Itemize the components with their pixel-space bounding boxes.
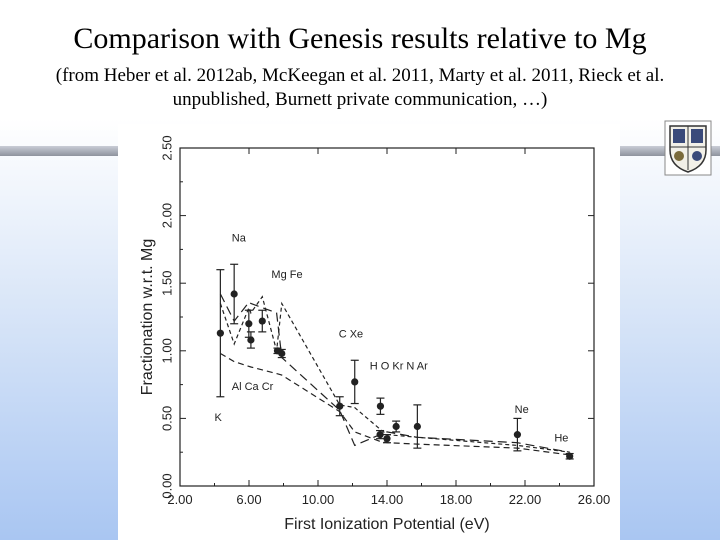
chart-panel: 2.00 6.00 10.00 14.00 18.00 22.00 26.00 0.00 0.5… xyxy=(118,124,620,540)
series-line-model-dashed-c xyxy=(220,352,570,456)
y-tick-label: 2.00 xyxy=(159,203,174,228)
element-label: Al Ca Cr xyxy=(232,381,274,393)
element-label: C Xe xyxy=(339,328,363,340)
decorative-bar-left xyxy=(0,146,118,156)
data-point xyxy=(351,378,359,386)
data-point xyxy=(230,290,238,298)
y-tick-label: 0.50 xyxy=(159,406,174,431)
subtitle-line-1: (from Heber et al. 2012ab, McKeegan et a… xyxy=(55,65,665,86)
element-label: Na xyxy=(232,232,247,244)
data-point xyxy=(392,422,400,431)
data-point xyxy=(258,317,266,325)
fractionation-chart: 2.00 6.00 10.00 14.00 18.00 22.00 26.00 0.00 0.5… xyxy=(139,135,611,533)
data-point xyxy=(513,431,522,439)
data-point xyxy=(336,402,344,410)
data-point xyxy=(247,336,255,344)
subtitle-line-2: unpublished, Burnett private communicati… xyxy=(172,89,548,110)
data-point xyxy=(278,349,286,358)
y-tick-label: 1.00 xyxy=(159,338,174,363)
element-label: Mg Fe xyxy=(271,269,302,281)
x-tick-label: 22.00 xyxy=(509,492,542,507)
y-tick-label: 2.50 xyxy=(159,135,174,160)
x-tick-label: 2.00 xyxy=(167,492,192,507)
series-line-model-dashed-b xyxy=(219,295,570,453)
element-label: H O Kr N Ar xyxy=(370,361,428,373)
x-tick-label: 10.00 xyxy=(302,492,335,507)
data-point xyxy=(216,329,224,337)
x-axis-label: First Ionization Potential (eV) xyxy=(284,516,489,533)
x-tick-label: 26.00 xyxy=(578,492,611,507)
data-point xyxy=(566,452,574,460)
slide-title: Comparison with Genesis results relative… xyxy=(73,22,647,55)
data-point xyxy=(245,320,253,328)
element-label: Ne xyxy=(515,404,529,416)
element-label: He xyxy=(554,432,568,444)
y-tick-label: 0.00 xyxy=(159,473,174,498)
data-point xyxy=(376,402,385,410)
data-point xyxy=(376,431,384,439)
y-tick-label: 1.50 xyxy=(159,271,174,296)
y-axis-label: Fractionation w.r.t. Mg xyxy=(139,239,156,396)
data-point xyxy=(383,435,391,443)
x-tick-label: 6.00 xyxy=(236,492,261,507)
university-crest-icon xyxy=(664,120,712,176)
x-tick-label: 18.00 xyxy=(440,492,473,507)
slide-subtitle: (from Heber et al. 2012ab, McKeegan et a… xyxy=(20,64,700,112)
element-label: K xyxy=(215,412,223,424)
data-point xyxy=(413,422,421,431)
x-tick-label: 14.00 xyxy=(371,492,404,507)
